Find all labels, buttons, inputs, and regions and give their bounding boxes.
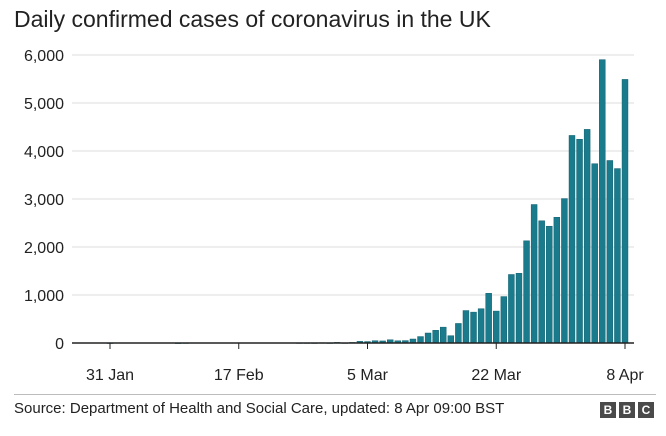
bar xyxy=(477,308,485,344)
bar xyxy=(470,311,477,344)
chart-title: Daily confirmed cases of coronavirus in … xyxy=(14,6,491,32)
bar xyxy=(493,310,500,344)
bars xyxy=(106,59,629,344)
bar xyxy=(417,336,424,344)
bar xyxy=(538,220,545,344)
gridlines xyxy=(72,54,634,296)
bar xyxy=(621,79,629,344)
bbc-logo: B B C xyxy=(600,402,654,418)
bar xyxy=(568,135,576,344)
footer-divider xyxy=(14,394,656,395)
bar xyxy=(530,204,538,344)
y-tick-label: 3,000 xyxy=(24,192,64,209)
bar xyxy=(606,160,614,344)
bar xyxy=(576,139,583,344)
bar xyxy=(599,59,606,344)
y-tick-label: 0 xyxy=(55,336,64,353)
bar xyxy=(424,332,432,344)
bbc-logo-letter: C xyxy=(638,402,654,418)
y-tick-label: 1,000 xyxy=(24,288,64,305)
bar xyxy=(583,129,591,344)
bar xyxy=(614,168,621,344)
source-note: Source: Department of Health and Social … xyxy=(14,400,505,417)
x-tick-label: 22 Mar xyxy=(471,367,521,384)
bar xyxy=(508,274,515,344)
bar xyxy=(591,163,598,344)
bar xyxy=(515,273,523,344)
bar xyxy=(500,296,508,344)
bar xyxy=(561,198,568,344)
bar xyxy=(432,330,439,344)
bar xyxy=(455,323,462,344)
bbc-logo-letter: B xyxy=(619,402,635,418)
y-tick-label: 6,000 xyxy=(24,48,64,65)
bar-chart: 0 1,000 2,000 3,000 4,000 5,000 6,000 31 Jan 17… xyxy=(24,48,644,384)
bar xyxy=(523,240,530,344)
bar xyxy=(553,217,561,344)
bar xyxy=(440,326,447,344)
bar xyxy=(447,335,455,344)
x-tick-label: 31 Jan xyxy=(86,367,134,384)
x-tick-label: 5 Mar xyxy=(347,367,389,384)
x-tick-label: 17 Feb xyxy=(214,367,264,384)
x-axis-tick-labels: 31 Jan 17 Feb 5 Mar 22 Mar 8 Apr xyxy=(86,343,644,384)
bar xyxy=(462,310,470,344)
bbc-logo-letter: B xyxy=(600,402,616,418)
y-tick-label: 4,000 xyxy=(24,144,64,161)
y-axis-tick-labels: 0 1,000 2,000 3,000 4,000 5,000 6,000 xyxy=(24,48,64,353)
bar xyxy=(485,293,492,344)
bar xyxy=(546,225,553,344)
x-tick-label: 8 Apr xyxy=(606,367,644,384)
y-tick-label: 5,000 xyxy=(24,96,64,113)
y-tick-label: 2,000 xyxy=(24,240,64,257)
